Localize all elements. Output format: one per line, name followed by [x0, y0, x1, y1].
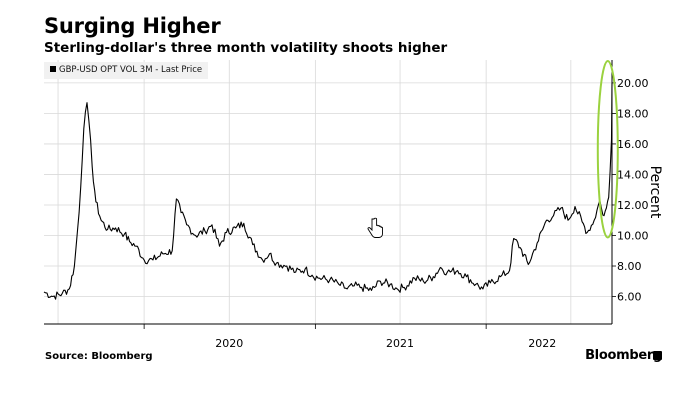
y-axis-title: Percent: [647, 166, 663, 219]
legend: GBP-USD OPT VOL 3M - Last Price: [44, 62, 209, 79]
bloomberg-logo-mark-icon: [653, 351, 662, 360]
x-tick-label: 2022: [528, 337, 556, 350]
y-tick-label: 10.00: [617, 229, 649, 242]
grid-layer: [44, 60, 612, 324]
chart-title: Surging Higher: [44, 14, 221, 38]
legend-label: GBP-USD OPT VOL 3M - Last Price: [59, 65, 203, 75]
y-tick-label: 6.00: [617, 291, 642, 304]
y-tick-label: 14.00: [617, 168, 649, 181]
y-tick-label: 20.00: [617, 77, 649, 90]
hand-pointer-icon: [367, 217, 383, 238]
series-line: [43, 82, 613, 300]
brand-wordmark: Bloomberg: [585, 348, 662, 363]
y-tick-label: 16.00: [617, 138, 649, 151]
annotation-layer: [596, 60, 619, 239]
y-tick-label: 8.00: [617, 260, 642, 273]
x-tick-label: 2020: [215, 337, 243, 350]
x-tick-label: 2021: [386, 337, 414, 350]
source-note: Source: Bloomberg: [45, 351, 153, 362]
series-layer: [43, 82, 613, 300]
highlight-ellipse: [596, 60, 619, 239]
y-tick-label: 18.00: [617, 107, 649, 120]
y-tick-label: 12.00: [617, 199, 649, 212]
chart-subtitle: Sterling-dollar's three month volatility…: [44, 40, 448, 56]
legend-swatch: [50, 66, 56, 72]
axis-layer: 6.00 8.00 10.00 12.00 14.00 16.00 18.00 20.00 20…: [44, 60, 663, 350]
